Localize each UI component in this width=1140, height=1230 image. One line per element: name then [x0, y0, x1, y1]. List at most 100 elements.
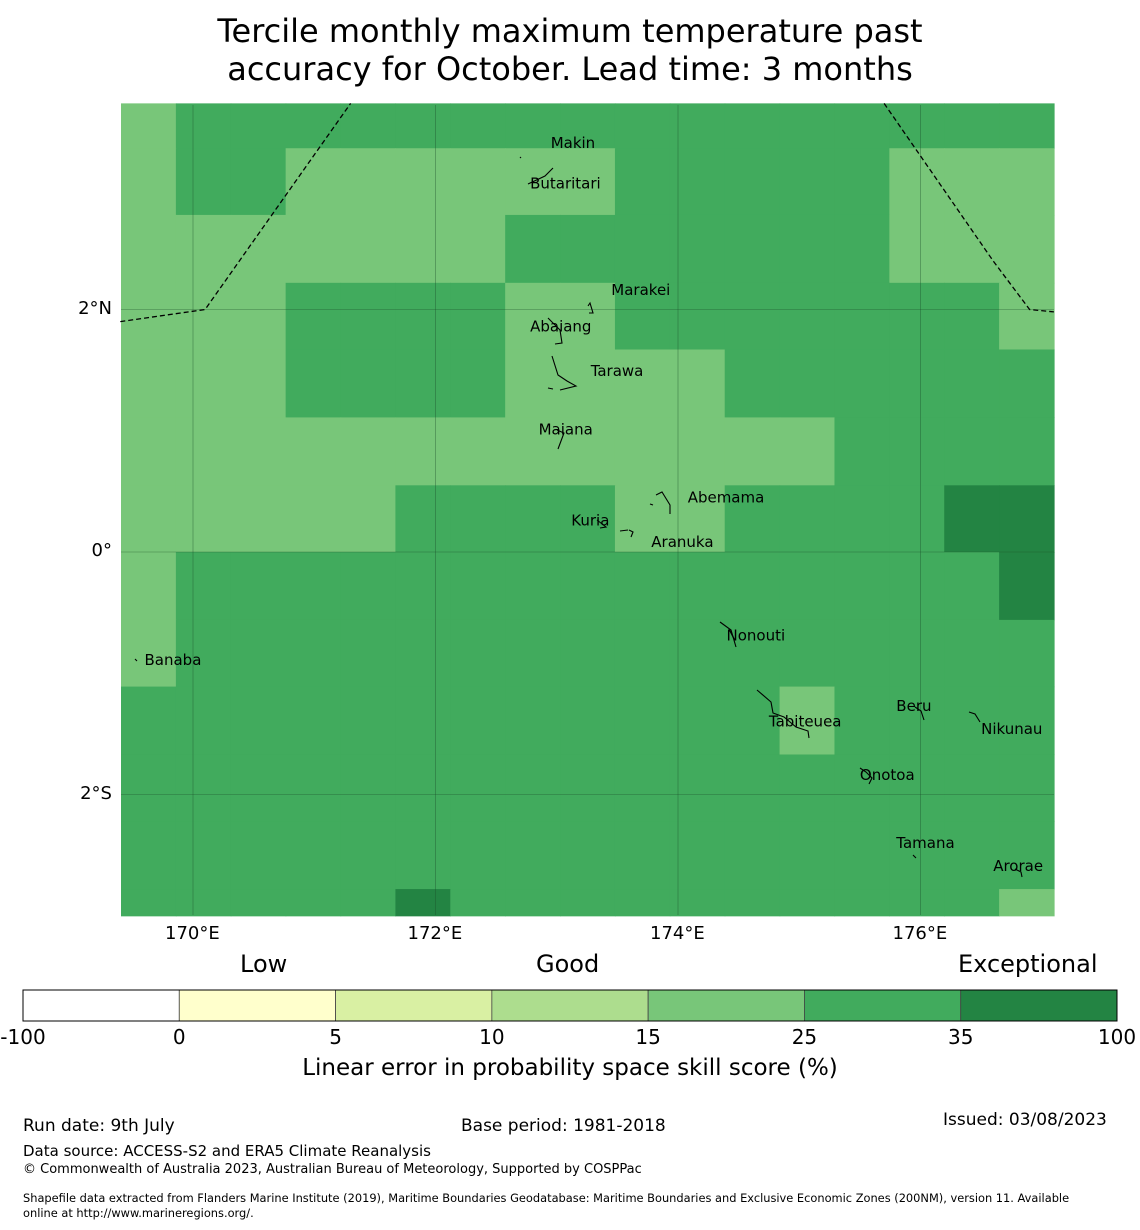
skill-cell: [230, 214, 287, 284]
skill-cell: [230, 485, 287, 553]
colorbar-category-low: Low: [240, 950, 288, 978]
skill-cell: [724, 282, 781, 351]
skill-cell: [505, 821, 561, 890]
skill-cell: [175, 282, 232, 351]
skill-cell: [999, 148, 1055, 216]
skill-cell: [999, 686, 1055, 756]
skill-cell: [724, 821, 781, 890]
skill-cell: [669, 214, 726, 284]
skill-cell: [230, 754, 287, 822]
skill-cell: [505, 485, 561, 553]
skill-cell: [450, 485, 506, 553]
skill-cell: [340, 619, 397, 688]
skill-cell: [121, 889, 177, 917]
colorbar-segment: [491, 989, 649, 1022]
skill-cell: [669, 754, 726, 822]
skill-cell: [724, 889, 781, 917]
eez-boundary-line: [883, 103, 1054, 313]
island-outline: [912, 854, 917, 859]
skill-cell: [944, 214, 1000, 284]
skill-cell: [450, 148, 506, 216]
place-label: Onotoa: [860, 766, 915, 784]
skill-cell: [944, 282, 1000, 351]
skill-cell: [944, 103, 1000, 149]
colorbar-segment: [804, 989, 962, 1022]
skill-cell: [614, 485, 671, 553]
skill-cell: [505, 754, 561, 822]
skill-cell: [669, 349, 726, 419]
skill-cell: [175, 821, 232, 890]
skill-cell: [724, 754, 781, 822]
lat-tick-label: 0°: [91, 540, 112, 561]
skill-cell: [669, 889, 726, 917]
place-label: Butaritari: [530, 174, 601, 192]
skill-cell: [340, 754, 397, 822]
skill-cell: [285, 889, 342, 917]
skill-cell: [999, 417, 1055, 486]
lon-tick-label: 176°E: [892, 923, 948, 944]
skill-cell: [175, 485, 232, 553]
colorbar-segment: [178, 989, 336, 1022]
skill-cell: [944, 417, 1000, 486]
skill-cell: [669, 821, 726, 890]
skill-cell: [834, 686, 890, 756]
island-outline: [527, 167, 554, 185]
skill-cell: [724, 103, 781, 149]
skill-cell: [999, 619, 1055, 688]
place-label: Kuria: [571, 511, 609, 529]
skill-cell: [944, 889, 1000, 917]
skill-cell: [395, 103, 451, 149]
skill-cell: [340, 282, 397, 351]
skill-cell: [724, 619, 781, 688]
skill-cell: [944, 754, 1000, 822]
skill-cell: [285, 103, 342, 149]
skill-cell: [560, 214, 616, 284]
place-label: Banaba: [145, 651, 202, 669]
skill-cell: [779, 552, 836, 621]
colorbar-tick-label: 100: [1097, 1025, 1137, 1049]
lat-tick-label: 2°S: [80, 782, 112, 804]
skill-cell: [944, 148, 1000, 216]
colorbar-segment: [960, 989, 1118, 1022]
place-label: Tarawa: [590, 362, 644, 380]
island-outline: [551, 355, 578, 391]
skill-cell: [560, 821, 616, 890]
skill-cell: [999, 821, 1055, 890]
island-outline: [519, 156, 522, 159]
colorbar-segment: [22, 989, 180, 1022]
skill-cell: [889, 619, 945, 688]
skill-cell: [834, 282, 890, 351]
skill-cell: [999, 754, 1055, 822]
skill-cell: [395, 619, 451, 688]
skill-cell: [450, 103, 506, 149]
skill-cell: [724, 417, 781, 486]
skill-cell: [944, 821, 1000, 890]
colorbar: [22, 989, 1118, 1022]
colorbar-tick-label: 10: [479, 1025, 505, 1049]
skill-cell: [889, 552, 945, 621]
skill-grid: [121, 103, 1055, 917]
skill-cell: [834, 552, 890, 621]
skill-cell: [505, 349, 561, 419]
skill-cell: [889, 103, 945, 149]
skill-cell: [285, 754, 342, 822]
colorbar-segment: [647, 989, 805, 1022]
skill-cell: [614, 619, 671, 688]
skill-cell: [450, 282, 506, 351]
skill-cell: [944, 349, 1000, 419]
colorbar-tick-label: 15: [635, 1025, 661, 1049]
skill-cell: [999, 214, 1055, 284]
skill-cell: [560, 552, 616, 621]
skill-cell: [560, 103, 616, 149]
skill-cell: [450, 349, 506, 419]
skill-cell: [834, 754, 890, 822]
skill-cell: [724, 686, 781, 756]
place-label: Maiana: [539, 420, 593, 438]
skill-cell: [834, 619, 890, 688]
skill-cell: [779, 485, 836, 553]
skill-cell: [889, 417, 945, 486]
skill-cell: [121, 148, 177, 216]
skill-cell: [669, 103, 726, 149]
island-outline: [655, 491, 671, 514]
skill-cell: [285, 417, 342, 486]
